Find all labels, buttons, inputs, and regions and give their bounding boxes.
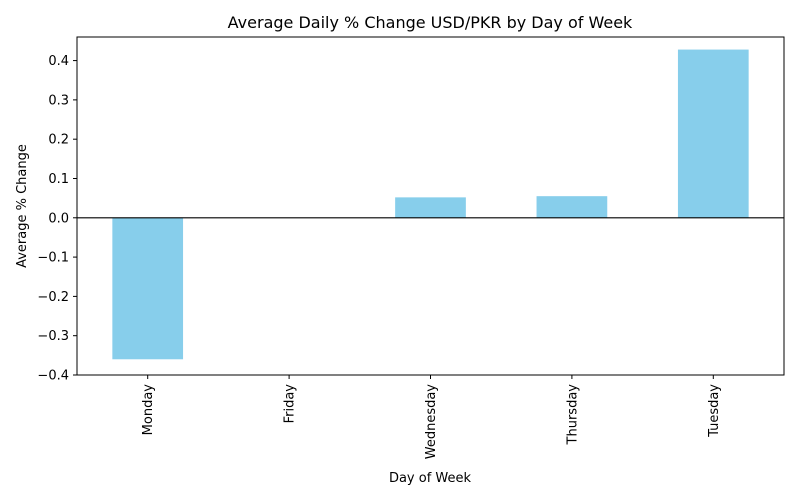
bars-layer — [112, 49, 749, 360]
x-tick-label-wednesday: Wednesday — [424, 384, 439, 460]
y-tick-label: 0.3 — [48, 93, 69, 108]
y-tick-label: −0.1 — [37, 251, 69, 266]
x-tick-label-friday: Friday — [283, 384, 298, 424]
y-tick-label: 0.4 — [48, 54, 69, 69]
y-tick-label: −0.4 — [37, 369, 69, 384]
bar-thursday — [536, 196, 608, 218]
y-tick-label: −0.3 — [37, 329, 69, 344]
x-axis-label: Day of Week — [389, 471, 472, 486]
y-tick-label: 0.0 — [48, 211, 69, 226]
y-tick-label: 0.1 — [48, 172, 69, 187]
x-tick-label-tuesday: Tuesday — [707, 384, 722, 438]
x-tick-label-monday: Monday — [141, 384, 156, 436]
y-tick-label: −0.2 — [37, 290, 69, 305]
bar-monday — [112, 217, 184, 360]
bar-wednesday — [395, 197, 466, 218]
y-tick-label: 0.2 — [48, 133, 69, 148]
x-ticks: Monday Friday Wednesday Thursday Tuesday — [141, 375, 722, 459]
y-ticks: −0.4 −0.3 −0.2 −0.1 0.0 0.1 0.2 0.3 0.4 — [37, 54, 77, 384]
bar-tuesday — [677, 49, 749, 218]
x-tick-label-thursday: Thursday — [565, 384, 580, 446]
chart-title: Average Daily % Change USD/PKR by Day of… — [228, 13, 633, 32]
y-axis-label: Average % Change — [15, 144, 30, 268]
